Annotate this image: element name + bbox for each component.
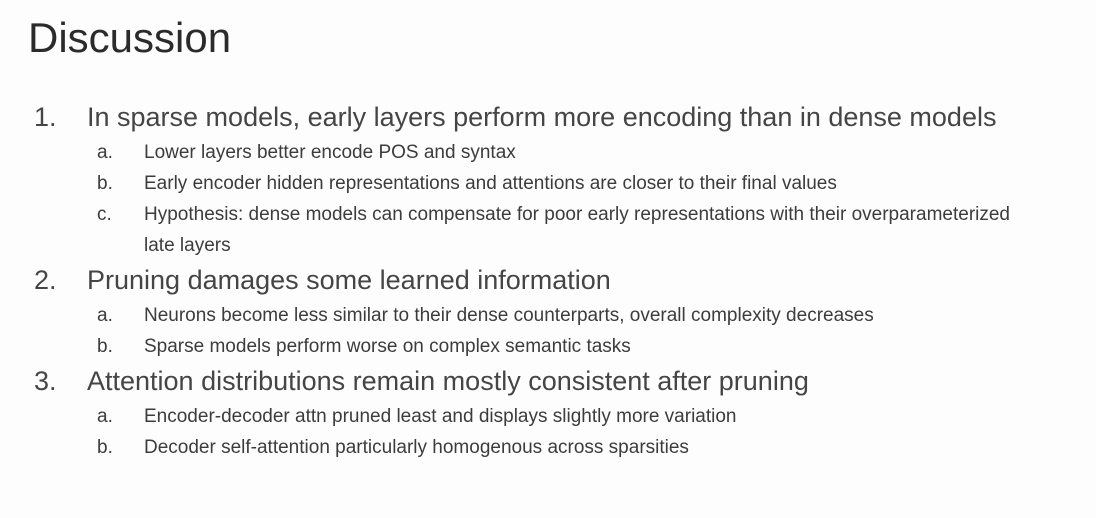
item-number: 3. <box>34 366 57 396</box>
sub-item-text: Neurons become less similar to their den… <box>144 305 874 326</box>
discussion-list: 1. In sparse models, early layers perfor… <box>34 100 1084 465</box>
sub-item-text: Hypothesis: dense models can compensate … <box>144 204 1011 256</box>
sub-item-letter: a. <box>97 305 113 326</box>
item-text: Pruning damages some learned information <box>87 265 611 295</box>
sub-list: a. Neurons become less similar to their … <box>34 300 1084 362</box>
sub-item-text: Sparse models perform worse on complex s… <box>144 336 631 357</box>
sub-item-text: Decoder self-attention particularly homo… <box>144 437 689 458</box>
list-item: 1. In sparse models, early layers perfor… <box>34 100 1084 134</box>
list-item: 2. Pruning damages some learned informat… <box>34 263 1084 297</box>
list-item: 3. Attention distributions remain mostly… <box>34 364 1084 398</box>
sub-item-letter: c. <box>97 204 112 225</box>
sub-item-letter: a. <box>97 142 113 163</box>
sub-item-letter: b. <box>97 173 113 194</box>
item-text: In sparse models, early layers perform m… <box>87 102 997 132</box>
sub-item-letter: b. <box>97 437 113 458</box>
sub-item: a. Lower layers better encode POS and sy… <box>34 137 1084 168</box>
sub-item: a. Encoder-decoder attn pruned least and… <box>34 401 1084 432</box>
sub-item: a. Neurons become less similar to their … <box>34 300 1084 331</box>
slide-title: Discussion <box>28 14 232 61</box>
sub-item: b. Sparse models perform worse on comple… <box>34 331 1084 362</box>
item-text: Attention distributions remain mostly co… <box>87 366 809 396</box>
item-number: 2. <box>34 265 57 295</box>
sub-item: b. Decoder self-attention particularly h… <box>34 432 1084 463</box>
sub-list: a. Lower layers better encode POS and sy… <box>34 137 1084 261</box>
item-number: 1. <box>34 102 57 132</box>
sub-list: a. Encoder-decoder attn pruned least and… <box>34 401 1084 463</box>
sub-item: c. Hypothesis: dense models can compensa… <box>34 199 1084 261</box>
sub-item-text: Encoder-decoder attn pruned least and di… <box>144 406 737 427</box>
sub-item-text: Lower layers better encode POS and synta… <box>144 142 516 163</box>
sub-item-letter: b. <box>97 336 113 357</box>
sub-item-text: Early encoder hidden representations and… <box>144 173 837 194</box>
sub-item-letter: a. <box>97 406 113 427</box>
sub-item: b. Early encoder hidden representations … <box>34 168 1084 199</box>
